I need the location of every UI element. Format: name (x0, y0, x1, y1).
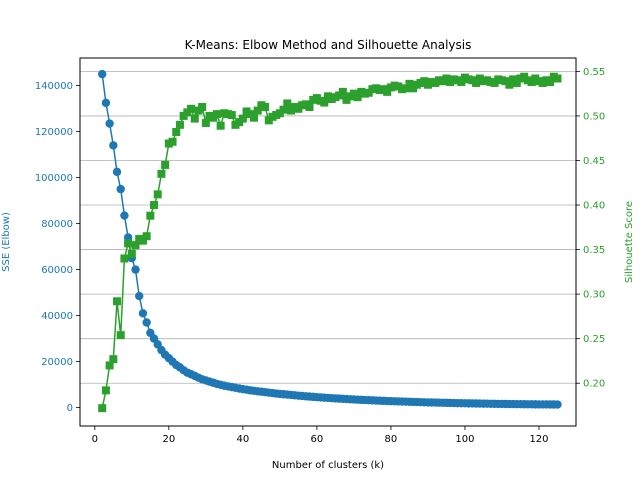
y-right-tick-label: 0.35 (583, 245, 605, 256)
sse-point (116, 184, 125, 194)
y-left-tick-label: 40000 (41, 311, 73, 322)
silhouette-point (98, 404, 107, 413)
y-right-tick-label: 0.30 (583, 290, 605, 301)
silhouette-point (405, 79, 414, 88)
silhouette-point (168, 137, 177, 146)
silhouette-point (124, 239, 133, 248)
x-tick-label: 40 (236, 434, 249, 445)
silhouette-point (253, 106, 262, 115)
silhouette-point (472, 78, 481, 87)
silhouette-point (150, 201, 159, 210)
silhouette-point (216, 121, 225, 130)
silhouette-point (116, 331, 125, 340)
silhouette-point (198, 103, 207, 112)
silhouette-point (227, 111, 236, 120)
sse-point (138, 309, 148, 318)
x-tick-label: 80 (385, 434, 398, 445)
silhouette-point (212, 110, 221, 119)
silhouette-point (105, 361, 114, 370)
y-right-tick-label: 0.40 (583, 201, 605, 212)
silhouette-point (153, 190, 162, 199)
y-left-tick-label: 120000 (35, 127, 73, 138)
silhouette-point (127, 250, 136, 259)
silhouette-point (175, 120, 184, 129)
silhouette-point (512, 78, 521, 87)
sse-point (553, 400, 562, 409)
y-axis-right-title: Silhouette Score (624, 201, 635, 283)
y-right-tick-label: 0.55 (583, 67, 605, 78)
sse-point (112, 167, 122, 177)
silhouette-point (201, 119, 210, 128)
sse-point (135, 291, 144, 301)
silhouette-point (142, 232, 151, 241)
sse-point (98, 69, 107, 79)
silhouette-point (109, 355, 118, 364)
sse-point (120, 211, 129, 220)
silhouette-point (457, 78, 466, 87)
y-left-tick-label: 60000 (41, 265, 73, 276)
sse-point (101, 98, 111, 108)
sse-point (109, 141, 118, 150)
silhouette-point (553, 74, 562, 83)
axes-layer: 0 20 40 60 80 100 120 0 20000 40000 60000 80000 1000… (35, 67, 605, 445)
x-axis-title: Number of clusters (k) (272, 460, 384, 471)
silhouette-point (157, 169, 166, 178)
silhouette-point (305, 103, 314, 112)
silhouette-point (320, 98, 329, 107)
silhouette-point (238, 114, 247, 123)
y-right-tick-label: 0.25 (583, 334, 605, 345)
silhouette-point (187, 104, 196, 113)
y-left-tick-label: 20000 (41, 357, 73, 368)
y-left-tick-label: 140000 (35, 81, 73, 92)
sse-point (131, 265, 140, 274)
y-left-tick-label: 80000 (41, 219, 73, 230)
silhouette-point (505, 80, 514, 89)
x-tick-label: 60 (311, 434, 324, 445)
x-tick-label: 20 (162, 434, 175, 445)
silhouette-point (101, 386, 110, 395)
silhouette-point (249, 113, 258, 122)
silhouette-point (401, 84, 410, 93)
silhouette-point (190, 114, 199, 123)
silhouette-point (161, 160, 170, 169)
y-right-tick-label: 0.45 (583, 156, 605, 167)
grid-layer (80, 70, 576, 384)
x-tick-label: 120 (529, 434, 548, 445)
silhouette-point (279, 105, 288, 114)
silhouette-series (98, 72, 562, 413)
y-right-tick-label: 0.20 (583, 379, 605, 390)
y-right-tick-label: 0.50 (583, 111, 605, 122)
silhouette-point (338, 87, 347, 96)
sse-point (105, 119, 114, 128)
silhouette-point (283, 99, 292, 108)
silhouette-point (172, 127, 181, 136)
sse-point (142, 318, 151, 327)
y-left-tick-label: 0 (67, 403, 73, 414)
plot-frame (79, 57, 577, 427)
silhouette-point (546, 78, 555, 87)
silhouette-point (146, 211, 155, 220)
y-axis-left-title: SSE (Elbow) (1, 212, 12, 272)
silhouette-point (113, 297, 122, 306)
x-tick-label: 100 (455, 434, 474, 445)
silhouette-point (353, 93, 362, 102)
y-left-tick-label: 100000 (35, 173, 73, 184)
silhouette-point (131, 241, 140, 250)
silhouette-point (120, 254, 129, 263)
silhouette-point (138, 236, 147, 245)
x-tick-label: 0 (92, 434, 98, 445)
chart-title: K-Means: Elbow Method and Silhouette Ana… (185, 38, 472, 52)
silhouette-point (383, 87, 392, 96)
sse-series (98, 69, 562, 409)
silhouette-point (261, 103, 270, 112)
